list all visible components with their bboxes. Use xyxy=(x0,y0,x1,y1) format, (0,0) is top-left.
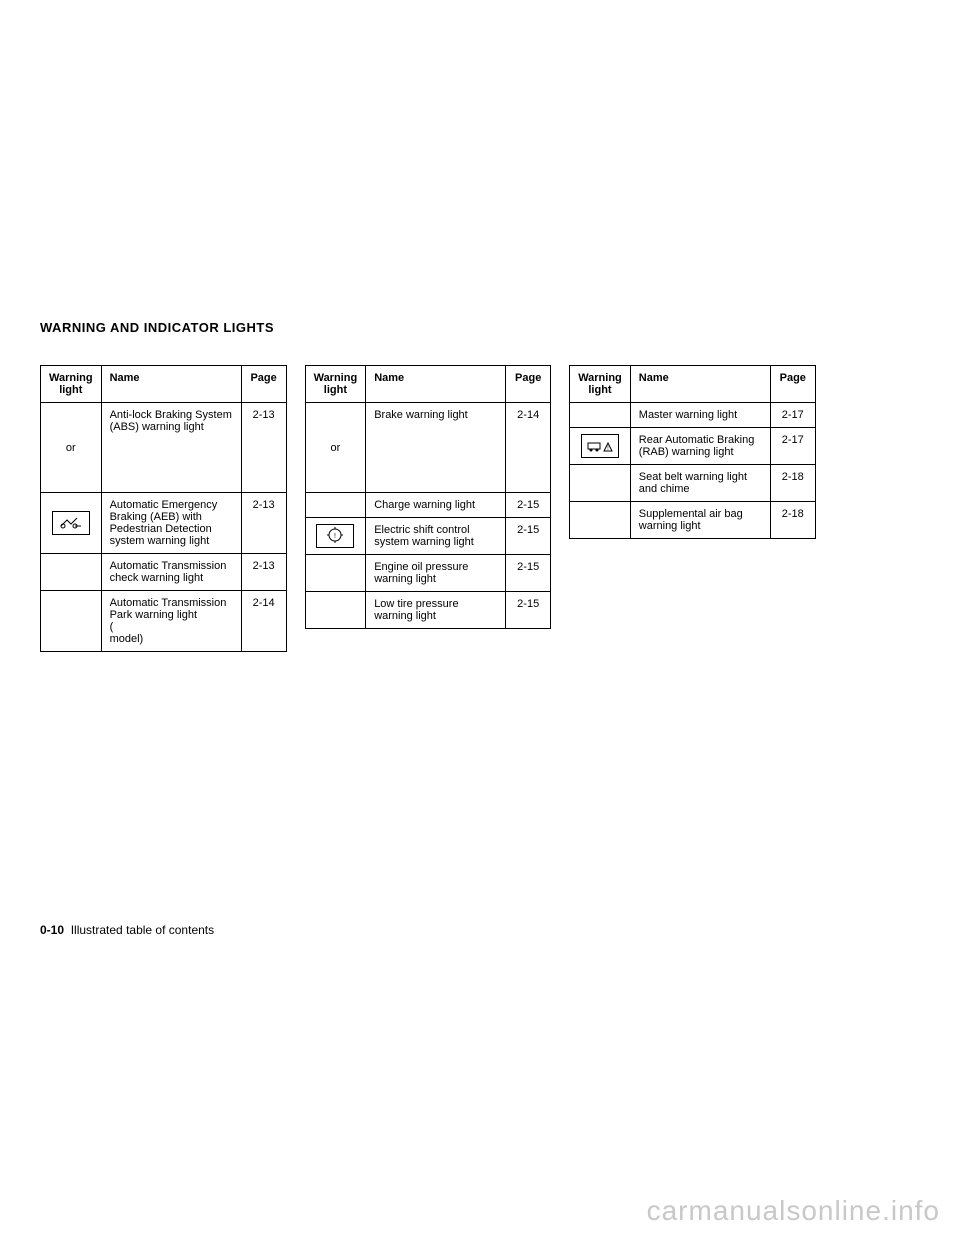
header-page: Page xyxy=(770,366,815,403)
icon-cell: ! xyxy=(570,428,631,465)
warning-table-1: Warning light Name Page or Anti-lock Bra… xyxy=(40,365,287,652)
page-cell: 2-18 xyxy=(770,502,815,539)
warning-table-2: Warning light Name Page or Brake warning… xyxy=(305,365,552,629)
or-text: or xyxy=(45,442,97,454)
header-page: Page xyxy=(506,366,551,403)
name-cell: Supplemental air bag warning light xyxy=(630,502,770,539)
table-row: Supplemental air bag warning light 2-18 xyxy=(570,502,816,539)
table-row: Charge warning light 2-15 xyxy=(305,493,551,518)
page-number: 0-10 xyxy=(40,923,64,937)
svg-text:!: ! xyxy=(334,533,336,540)
table-row: or Anti-lock Braking System (ABS) warnin… xyxy=(41,403,287,493)
table-row: ! Electric shift control system warning … xyxy=(305,518,551,555)
header-name: Name xyxy=(101,366,241,403)
icon-cell xyxy=(41,591,102,652)
table-row: Engine oil pressure warning light 2-15 xyxy=(305,555,551,592)
page-cell: 2-15 xyxy=(506,493,551,518)
page-cell: 2-18 xyxy=(770,465,815,502)
page-cell: 2-17 xyxy=(770,403,815,428)
name-cell: Engine oil pressure warning light xyxy=(366,555,506,592)
page-cell: 2-13 xyxy=(241,554,286,591)
footer-text: Illustrated table of contents xyxy=(71,923,214,937)
name-cell: Anti-lock Braking System (ABS) warning l… xyxy=(101,403,241,493)
page-cell: 2-13 xyxy=(241,403,286,493)
table-row: Master warning light 2-17 xyxy=(570,403,816,428)
header-name: Name xyxy=(630,366,770,403)
watermark: carmanualsonline.info xyxy=(647,1195,940,1227)
table-row: Automatic Emergency Braking (AEB) with P… xyxy=(41,493,287,554)
header-light: Warning light xyxy=(305,366,366,403)
icon-cell: ! xyxy=(305,518,366,555)
name-cell: Brake warning light xyxy=(366,403,506,493)
icon-cell xyxy=(305,493,366,518)
name-cell: Automatic Transmission check warning lig… xyxy=(101,554,241,591)
name-cell: Automatic Transmission Park warning ligh… xyxy=(101,591,241,652)
name-cell: Charge warning light xyxy=(366,493,506,518)
icon-cell xyxy=(41,554,102,591)
table-row: Low tire pressure warning light 2-15 xyxy=(305,592,551,629)
icon-cell xyxy=(305,555,366,592)
header-light: Warning light xyxy=(41,366,102,403)
table-row: Automatic Transmission Park warning ligh… xyxy=(41,591,287,652)
icon-cell xyxy=(570,403,631,428)
page-cell: 2-15 xyxy=(506,592,551,629)
header-light: Warning light xyxy=(570,366,631,403)
tables-container: Warning light Name Page or Anti-lock Bra… xyxy=(40,365,920,652)
header-name: Name xyxy=(366,366,506,403)
name-cell: Automatic Emergency Braking (AEB) with P… xyxy=(101,493,241,554)
name-cell: Low tire pressure warning light xyxy=(366,592,506,629)
icon-cell xyxy=(41,493,102,554)
page-cell: 2-13 xyxy=(241,493,286,554)
icon-cell xyxy=(305,592,366,629)
table-row: Automatic Transmission check warning lig… xyxy=(41,554,287,591)
aeb-icon xyxy=(52,511,90,535)
icon-cell: or xyxy=(41,403,102,493)
page-cell: 2-14 xyxy=(241,591,286,652)
or-text: or xyxy=(310,442,362,454)
section-title: WARNING AND INDICATOR LIGHTS xyxy=(40,320,920,335)
icon-cell xyxy=(570,465,631,502)
table-row: Seat belt warning light and chime 2-18 xyxy=(570,465,816,502)
page-cell: 2-15 xyxy=(506,518,551,555)
page-cell: 2-15 xyxy=(506,555,551,592)
page-footer: 0-10 Illustrated table of contents xyxy=(40,923,214,937)
name-cell: Seat belt warning light and chime xyxy=(630,465,770,502)
table-row: ! Rear Automatic Braking (RAB) warning l… xyxy=(570,428,816,465)
rab-icon: ! xyxy=(581,434,619,458)
warning-table-3: Warning light Name Page Master warning l… xyxy=(569,365,816,539)
name-cell: Rear Automatic Braking (RAB) warning lig… xyxy=(630,428,770,465)
table-row: or Brake warning light 2-14 xyxy=(305,403,551,493)
shift-icon: ! xyxy=(316,524,354,548)
name-cell: Electric shift control system warning li… xyxy=(366,518,506,555)
header-page: Page xyxy=(241,366,286,403)
icon-cell xyxy=(570,502,631,539)
page-cell: 2-14 xyxy=(506,403,551,493)
name-cell: Master warning light xyxy=(630,403,770,428)
icon-cell: or xyxy=(305,403,366,493)
page-cell: 2-17 xyxy=(770,428,815,465)
